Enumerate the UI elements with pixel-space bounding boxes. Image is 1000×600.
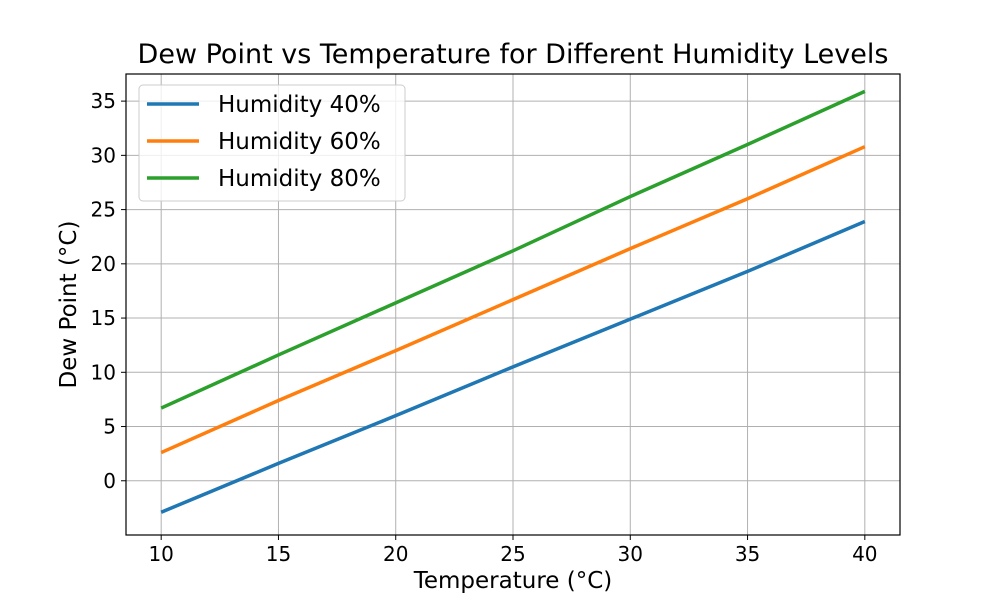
y-tick-label: 10 bbox=[91, 360, 116, 384]
series-line bbox=[160, 89, 866, 410]
x-tick-label: 40 bbox=[852, 542, 877, 566]
x-tick-label: 10 bbox=[148, 542, 173, 566]
legend: Humidity 40% Humidity 60% Humidity 80% bbox=[138, 84, 406, 202]
series-line bbox=[160, 219, 866, 514]
y-tick-label: 15 bbox=[91, 306, 116, 330]
y-tick-label: 0 bbox=[103, 469, 116, 493]
x-tick-label: 35 bbox=[735, 542, 760, 566]
legend-label: Humidity 60% bbox=[218, 129, 381, 155]
legend-label: Humidity 40% bbox=[218, 92, 381, 118]
series-line bbox=[160, 145, 866, 455]
y-tick-label: 30 bbox=[91, 143, 116, 167]
series-layer bbox=[160, 89, 866, 514]
y-tick-label: 25 bbox=[91, 198, 116, 222]
x-tick-label: 15 bbox=[266, 542, 291, 566]
x-tick-label: 25 bbox=[500, 542, 525, 566]
y-axis-title: Dew Point (°C) bbox=[56, 221, 82, 389]
chart-title: Dew Point vs Temperature for Different H… bbox=[138, 39, 889, 70]
x-axis-title: Temperature (°C) bbox=[413, 568, 613, 594]
grid-layer bbox=[126, 74, 900, 535]
y-tick-label: 5 bbox=[103, 415, 116, 439]
y-tick-label: 20 bbox=[91, 252, 116, 276]
tick-layer: 10 15 20 25 30 35 40 0 5 10 15 20 25 30 35 bbox=[91, 89, 878, 566]
y-tick-label: 35 bbox=[91, 89, 116, 113]
x-tick-label: 30 bbox=[618, 542, 643, 566]
legend-label: Humidity 80% bbox=[218, 166, 381, 192]
legend-box bbox=[138, 84, 406, 202]
x-tick-label: 20 bbox=[383, 542, 408, 566]
